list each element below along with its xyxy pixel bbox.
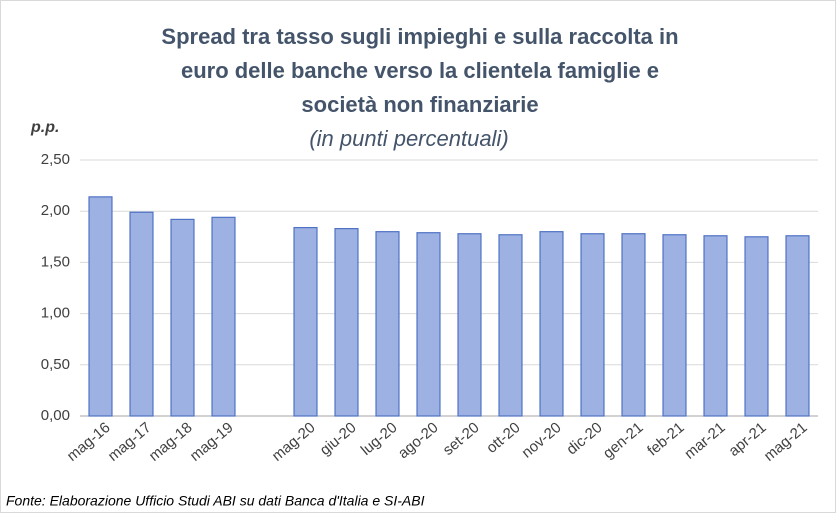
- y-tick-label: 0,50: [41, 356, 70, 373]
- bar: [703, 235, 728, 417]
- y-tick-label: 0,00: [41, 407, 70, 424]
- bar: [170, 218, 195, 417]
- bar: [416, 232, 441, 417]
- y-tick-label: 1,00: [41, 305, 70, 322]
- bar: [129, 211, 154, 417]
- bar: [662, 234, 687, 417]
- bar: [744, 236, 769, 417]
- bar: [621, 233, 646, 417]
- bar: [498, 234, 523, 417]
- source: Fonte: Elaborazione Ufficio Studi ABI su…: [6, 493, 425, 509]
- bar: [539, 231, 564, 417]
- chart-title: società non finanziarie: [301, 92, 538, 117]
- chart-title: euro delle banche verso la clientela fam…: [181, 58, 659, 83]
- y-tick-label: 2,50: [41, 151, 70, 168]
- bar: [88, 196, 113, 417]
- chart-title: Spread tra tasso sugli impieghi e sulla …: [161, 24, 678, 49]
- bar: [375, 231, 400, 417]
- bar: [580, 233, 605, 417]
- subtitle: (in punti percentuali): [309, 126, 508, 151]
- y-tick-label: 2,00: [41, 202, 70, 219]
- y-axis-label: p.p.: [30, 119, 59, 136]
- bar: [334, 228, 359, 417]
- bar: [457, 233, 482, 417]
- bar: [211, 216, 236, 417]
- bar: [785, 235, 810, 417]
- y-tick-label: 1,50: [41, 253, 70, 270]
- bar: [293, 226, 318, 417]
